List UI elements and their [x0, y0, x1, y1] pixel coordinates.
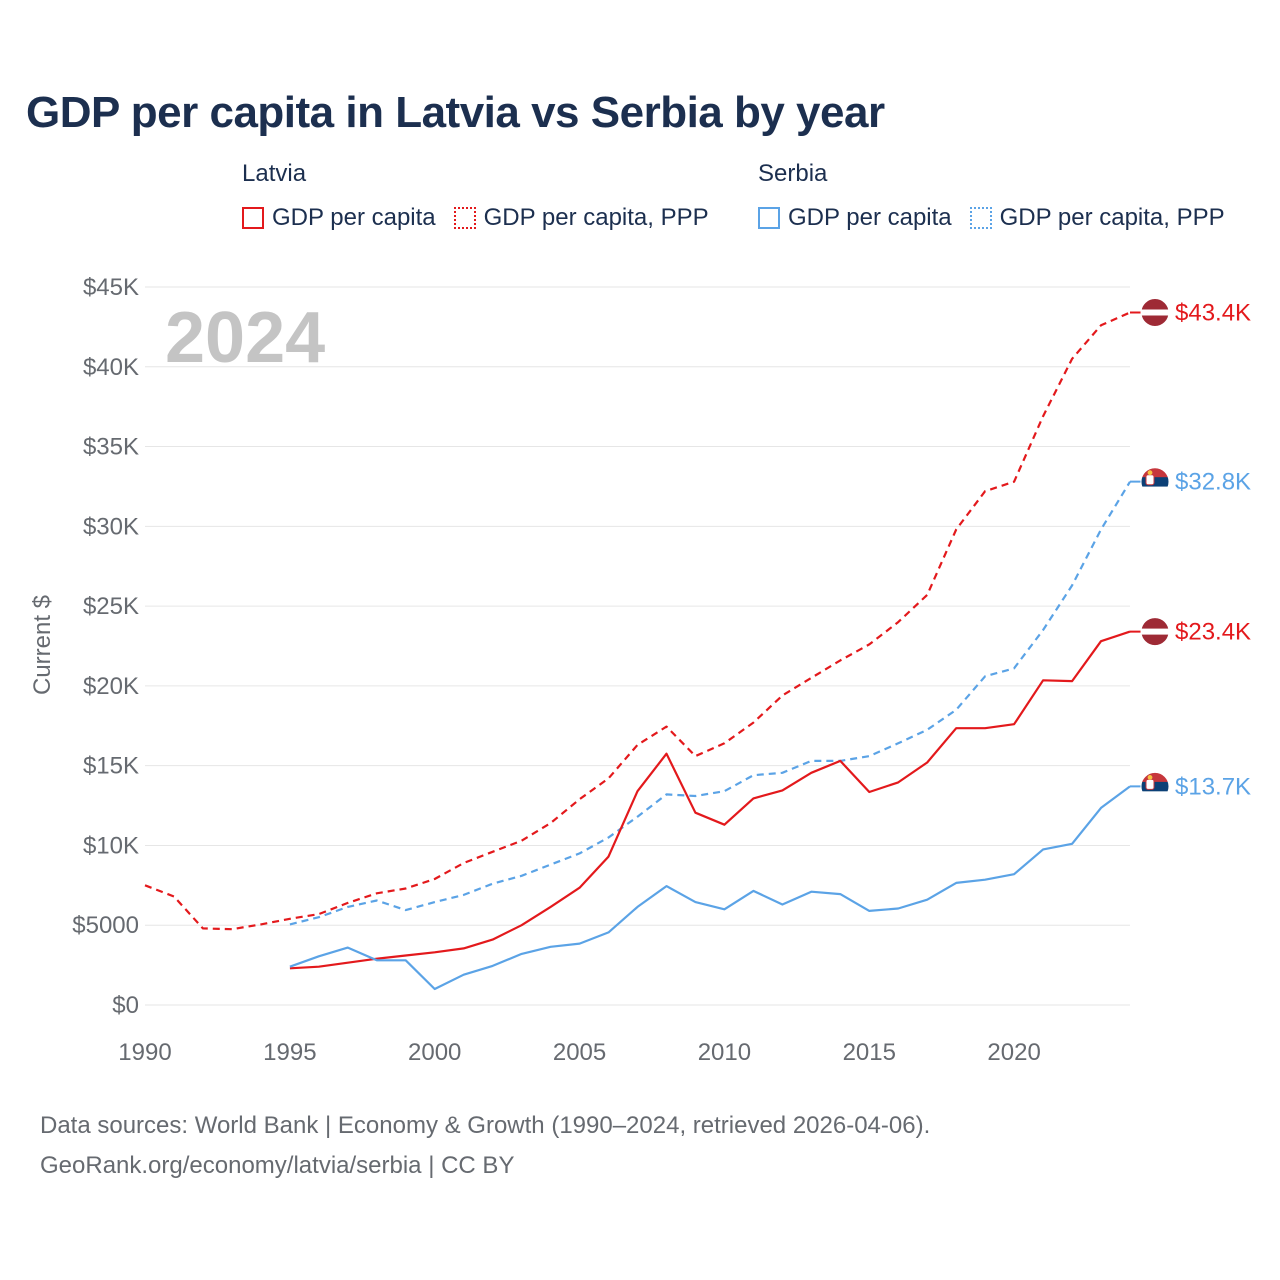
- x-tick-label: 1990: [118, 1039, 171, 1066]
- flag-stripe-white: [1141, 628, 1169, 635]
- flag-stripe-blue: [1141, 781, 1169, 792]
- y-tick-label: $20K: [83, 673, 139, 700]
- source-line-2[interactable]: GeoRank.org/economy/latvia/serbia | CC B…: [40, 1152, 515, 1179]
- flag-body: [1141, 298, 1169, 327]
- legend-item-latvia-gdp[interactable]: GDP per capita: [242, 204, 436, 232]
- y-tick-label: $10K: [83, 832, 139, 859]
- end-value-label: $43.4K: [1175, 300, 1251, 327]
- flag-crown: [1147, 470, 1153, 476]
- flag-outline: [1140, 298, 1170, 327]
- y-tick-label: $5000: [72, 912, 139, 939]
- y-tick-label: $45K: [83, 274, 139, 301]
- latvia-flag-icon: [1140, 298, 1170, 327]
- flag-stripe-red: [1141, 467, 1169, 478]
- y-tick-label: $35K: [83, 434, 139, 461]
- flag-coat-of-arms: [1145, 778, 1155, 790]
- x-tick-label: 2010: [698, 1039, 751, 1066]
- series-line-latvia-gdp-per-capita: [289, 630, 1131, 970]
- year-watermark: 2024: [165, 298, 325, 378]
- serbia-flag-icon: [1140, 771, 1170, 801]
- legend-label: GDP per capita, PPP: [999, 204, 1225, 231]
- flag-crown: [1147, 775, 1153, 780]
- end-markers: $43.4K $32.8K $23.4K $13.7K: [1130, 298, 1251, 801]
- flag-body: [1141, 772, 1169, 801]
- series: [144, 311, 1131, 991]
- y-tick-label: $0: [112, 992, 139, 1019]
- x-tick-label: 2000: [408, 1039, 461, 1066]
- legend-label: GDP per capita, PPP: [483, 204, 709, 231]
- y-tick-label: $40K: [83, 354, 139, 381]
- legend-group-title: Latvia: [242, 160, 307, 187]
- legend-item-latvia-gdp-ppp[interactable]: GDP per capita, PPP: [453, 204, 709, 232]
- legend-swatch-solid: [758, 207, 780, 229]
- latvia-flag-icon: [1140, 617, 1170, 647]
- legend-group-title: Serbia: [758, 160, 828, 187]
- y-axis-title: Current $: [29, 595, 56, 695]
- flag-outline: [1140, 467, 1170, 497]
- end-value-label: $13.7K: [1175, 773, 1251, 800]
- legend-group-serbia: Serbia GDP per capita GDP per capita, PP…: [758, 160, 1243, 232]
- legend-swatch-dotted: [453, 207, 476, 229]
- flag-outline: [1140, 617, 1170, 647]
- chart-title: GDP per capita in Latvia vs Serbia by ye…: [26, 88, 885, 137]
- series-line-serbia-gdp-per-capita-ppp: [289, 481, 1131, 926]
- flag-stripe-white: [1141, 486, 1169, 496]
- flag-stripe-red: [1141, 772, 1169, 783]
- legend-item-serbia-gdp[interactable]: GDP per capita: [758, 204, 952, 232]
- legend-group-latvia: Latvia GDP per capita GDP per capita, PP…: [242, 160, 727, 232]
- flag-coat-of-arms: [1145, 474, 1155, 486]
- legend-swatch-solid: [242, 207, 264, 229]
- flag-stripe-white: [1141, 791, 1169, 801]
- serbia-flag-icon: [1140, 467, 1170, 497]
- series-line-latvia-gdp-per-capita-ppp: [144, 311, 1131, 931]
- flag-body: [1141, 617, 1169, 646]
- x-tick-label: 2015: [843, 1039, 896, 1066]
- grid-lines: [145, 286, 1130, 1006]
- source-note: Data sources: World Bank | Economy & Gro…: [40, 1106, 930, 1186]
- y-tick-label: $25K: [83, 593, 139, 620]
- source-line-1: Data sources: World Bank | Economy & Gro…: [40, 1112, 931, 1139]
- flag-stripe-blue: [1141, 477, 1169, 487]
- series-line-serbia-gdp-per-capita: [289, 785, 1131, 991]
- flag-body: [1141, 467, 1169, 496]
- axes: $0 $5000 $10K $15K $20K $25K $30K $35K $40K $45K 1…: [72, 274, 1041, 1066]
- legend-swatch-dotted: [969, 207, 992, 229]
- legend-label: GDP per capita: [272, 204, 436, 231]
- end-value-label: $23.4K: [1175, 619, 1251, 646]
- end-value-label: $32.8K: [1175, 469, 1251, 496]
- legend-label: GDP per capita: [788, 204, 952, 231]
- legend-item-serbia-gdp-ppp[interactable]: GDP per capita, PPP: [969, 204, 1225, 232]
- x-tick-label: 2005: [553, 1039, 606, 1066]
- flag-stripe-white: [1141, 309, 1169, 316]
- x-tick-label: 2020: [987, 1039, 1040, 1066]
- flag-outline: [1140, 771, 1170, 801]
- y-tick-label: $30K: [83, 513, 139, 540]
- y-tick-label: $15K: [83, 753, 139, 780]
- x-tick-label: 1995: [263, 1039, 316, 1066]
